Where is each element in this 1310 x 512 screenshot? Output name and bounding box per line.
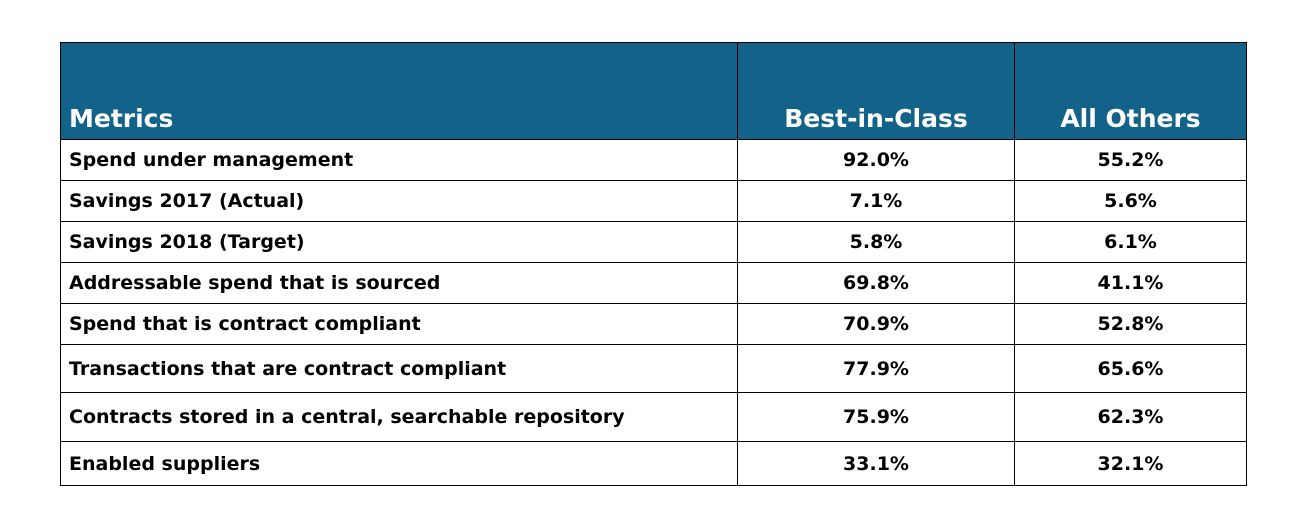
all-others-value: 65.6% [1014,344,1247,393]
metric-label: Addressable spend that is sourced [60,262,738,304]
table-row: Transactions that are contract compliant… [60,344,1247,393]
all-others-value: 5.6% [1014,180,1247,222]
header-best-in-class: Best-in-Class [737,42,1015,140]
metric-label: Spend under management [60,139,738,181]
all-others-value: 52.8% [1014,303,1247,345]
all-others-value: 6.1% [1014,221,1247,263]
table-row: Spend that is contract compliant 70.9% 5… [60,303,1247,345]
best-in-class-value: 70.9% [737,303,1015,345]
metric-label: Contracts stored in a central, searchabl… [60,392,738,442]
table-row: Contracts stored in a central, searchabl… [60,392,1247,442]
header-all-others: All Others [1014,42,1247,140]
table-row: Savings 2017 (Actual) 7.1% 5.6% [60,180,1247,222]
table-body: Spend under management 92.0% 55.2% Savin… [60,139,1247,486]
table-row: Savings 2018 (Target) 5.8% 6.1% [60,221,1247,263]
metric-label: Savings 2018 (Target) [60,221,738,263]
table-header: Metrics Best-in-Class All Others [60,42,1247,140]
header-metrics: Metrics [60,42,738,140]
best-in-class-value: 5.8% [737,221,1015,263]
metric-label: Savings 2017 (Actual) [60,180,738,222]
all-others-value: 62.3% [1014,392,1247,442]
best-in-class-value: 75.9% [737,392,1015,442]
metrics-table: Metrics Best-in-Class All Others Spend u… [60,42,1247,486]
metric-label: Spend that is contract compliant [60,303,738,345]
metrics-table-container: Metrics Best-in-Class All Others Spend u… [60,42,1247,486]
all-others-value: 41.1% [1014,262,1247,304]
metric-label: Enabled suppliers [60,441,738,486]
all-others-value: 55.2% [1014,139,1247,181]
best-in-class-value: 7.1% [737,180,1015,222]
best-in-class-value: 77.9% [737,344,1015,393]
table-row: Enabled suppliers 33.1% 32.1% [60,441,1247,486]
table-row: Addressable spend that is sourced 69.8% … [60,262,1247,304]
best-in-class-value: 33.1% [737,441,1015,486]
all-others-value: 32.1% [1014,441,1247,486]
metric-label: Transactions that are contract compliant [60,344,738,393]
best-in-class-value: 92.0% [737,139,1015,181]
table-row: Spend under management 92.0% 55.2% [60,139,1247,181]
best-in-class-value: 69.8% [737,262,1015,304]
header-row: Metrics Best-in-Class All Others [60,42,1247,140]
